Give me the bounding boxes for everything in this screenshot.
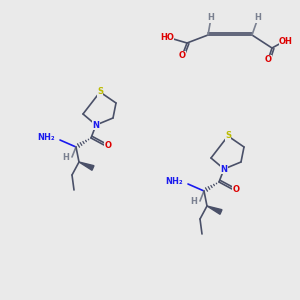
Text: N: N (92, 121, 100, 130)
Polygon shape (207, 206, 222, 214)
Text: NH₂: NH₂ (38, 134, 55, 142)
Text: S: S (97, 88, 103, 97)
Text: O: O (232, 184, 239, 194)
Text: O: O (104, 140, 112, 149)
Text: H: H (190, 196, 197, 206)
Text: HO: HO (160, 34, 174, 43)
Text: H: H (62, 152, 69, 161)
Text: O: O (178, 52, 185, 61)
Text: H: H (208, 14, 214, 22)
Text: N: N (220, 164, 227, 173)
Text: NH₂: NH₂ (165, 178, 183, 187)
Polygon shape (79, 162, 94, 170)
Text: S: S (225, 131, 231, 140)
Text: OH: OH (279, 38, 293, 46)
Text: H: H (255, 14, 261, 22)
Text: O: O (265, 56, 272, 64)
